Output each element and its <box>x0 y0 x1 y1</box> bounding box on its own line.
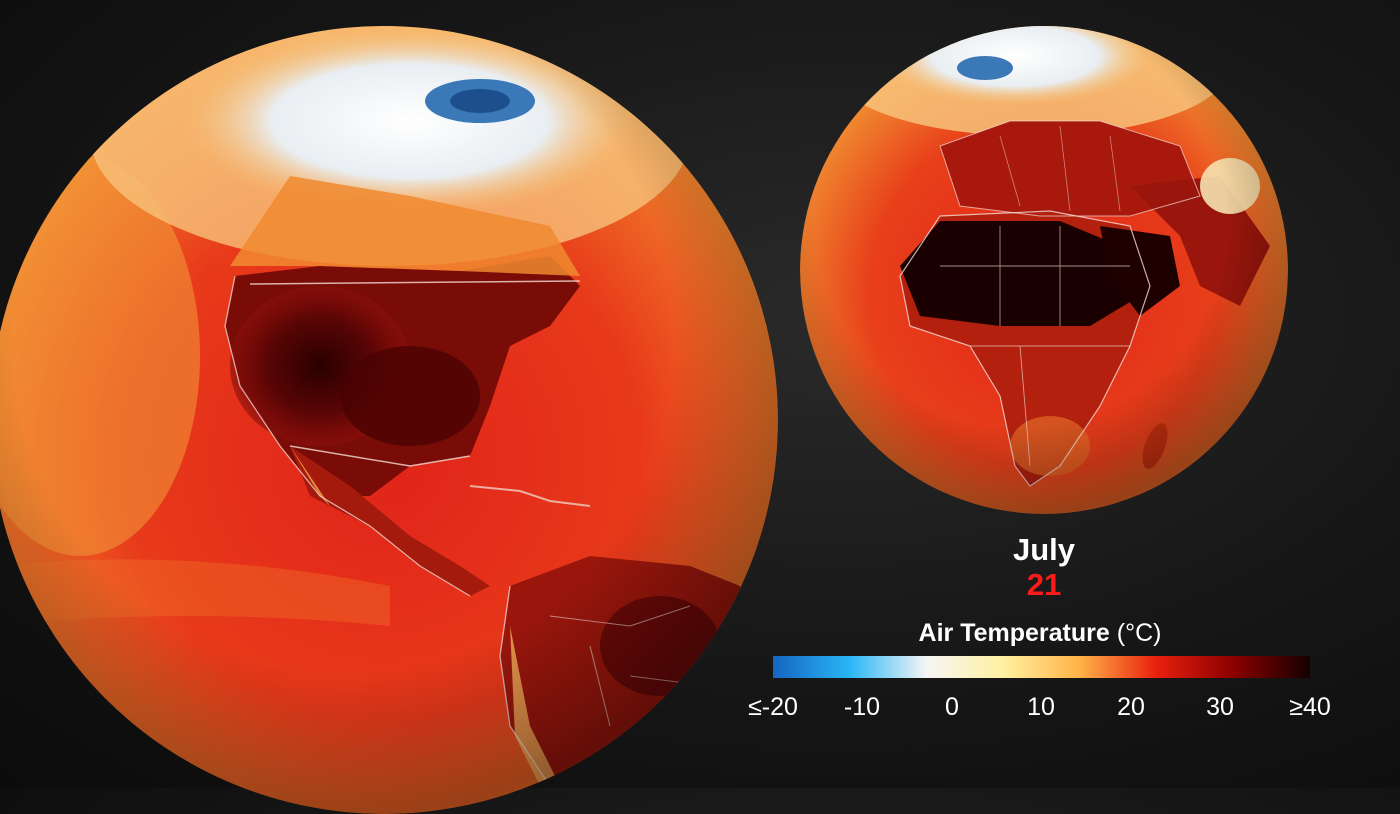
tick-label-0: 0 <box>945 693 959 721</box>
tick-label-10: 10 <box>1027 693 1055 721</box>
day-label: 21 <box>1026 567 1062 602</box>
tick-label-min: ≤-20 <box>748 693 798 721</box>
americas-globe <box>0 26 778 814</box>
temperature-colorbar <box>773 656 1310 678</box>
tick-label-30: 30 <box>1206 693 1234 721</box>
tick-label-20: 20 <box>1117 693 1145 721</box>
tick-label-neg10: -10 <box>843 693 881 721</box>
africa-europe-globe <box>800 26 1288 514</box>
tick-label-max: ≥40 <box>1289 693 1331 721</box>
month-label: July <box>1012 532 1076 567</box>
date-display: July 21 <box>944 532 1144 602</box>
legend-unit: (°C) <box>1116 619 1162 647</box>
legend-title-text: Air Temperature <box>918 619 1110 647</box>
legend-title: Air Temperature (°C) <box>870 618 1210 648</box>
